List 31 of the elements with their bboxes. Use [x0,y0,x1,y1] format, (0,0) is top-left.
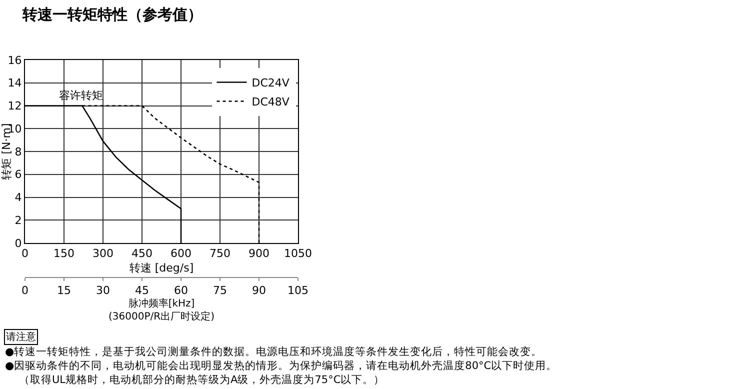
text: ●转速一转矩特性，是基于我公司测量条件的数据。电源电压和环境温度等条件发生变化后，特性可能会改变。 [5,345,542,358]
y-tick-label: 2 [14,214,22,227]
y-tick-label: 16 [8,54,22,67]
x2-tick-label: 90 [252,284,266,298]
legend-label: DC48V [252,96,290,109]
y-tick-label: 0 [14,236,22,250]
x2-tick-label: 75 [213,284,227,298]
x-tick-label: 900 [248,247,270,260]
x2-tick-label: 30 [96,284,110,298]
x-tick-label: 300 [92,247,114,260]
chart-title: 转速一转矩特性（参考值） [21,5,202,24]
x-tick-label: 600 [170,247,192,260]
x2-tick-label: 15 [57,284,71,298]
x-tick-label: 1050 [284,247,312,260]
legend-label: DC24V [252,76,290,90]
x2-tick-label: 105 [288,284,308,298]
x-axis-title: 转速 [deg/s] [129,261,194,274]
y-tick-label: 14 [8,76,22,90]
x-tick-label: 450 [132,247,152,260]
x-tick-label: 750 [210,247,230,260]
text: ●因驱动条件的不同，电动机可能会出现明显发热的情形。为保护编码器，请在电动机外壳温度80°C以下时使用。 [5,359,558,372]
y-tick-label: 8 [14,145,22,158]
y-tick-label: 12 [8,100,22,113]
x2-tick-label: 60 [174,284,188,298]
x2-axis-title: 脉冲频率[kHz] (36000P/R出厂时设定) [108,298,215,323]
y-tick-label: 4 [14,191,22,204]
text: 请注意 [6,331,36,343]
x-tick-label: 150 [54,247,74,260]
x2-tick-label: 45 [135,284,149,298]
text: （取得UL规格时，电动机部分的耐热等级为A级，外壳温度为75°C以下。） [19,373,385,386]
y-tick-label: 6 [14,168,22,182]
